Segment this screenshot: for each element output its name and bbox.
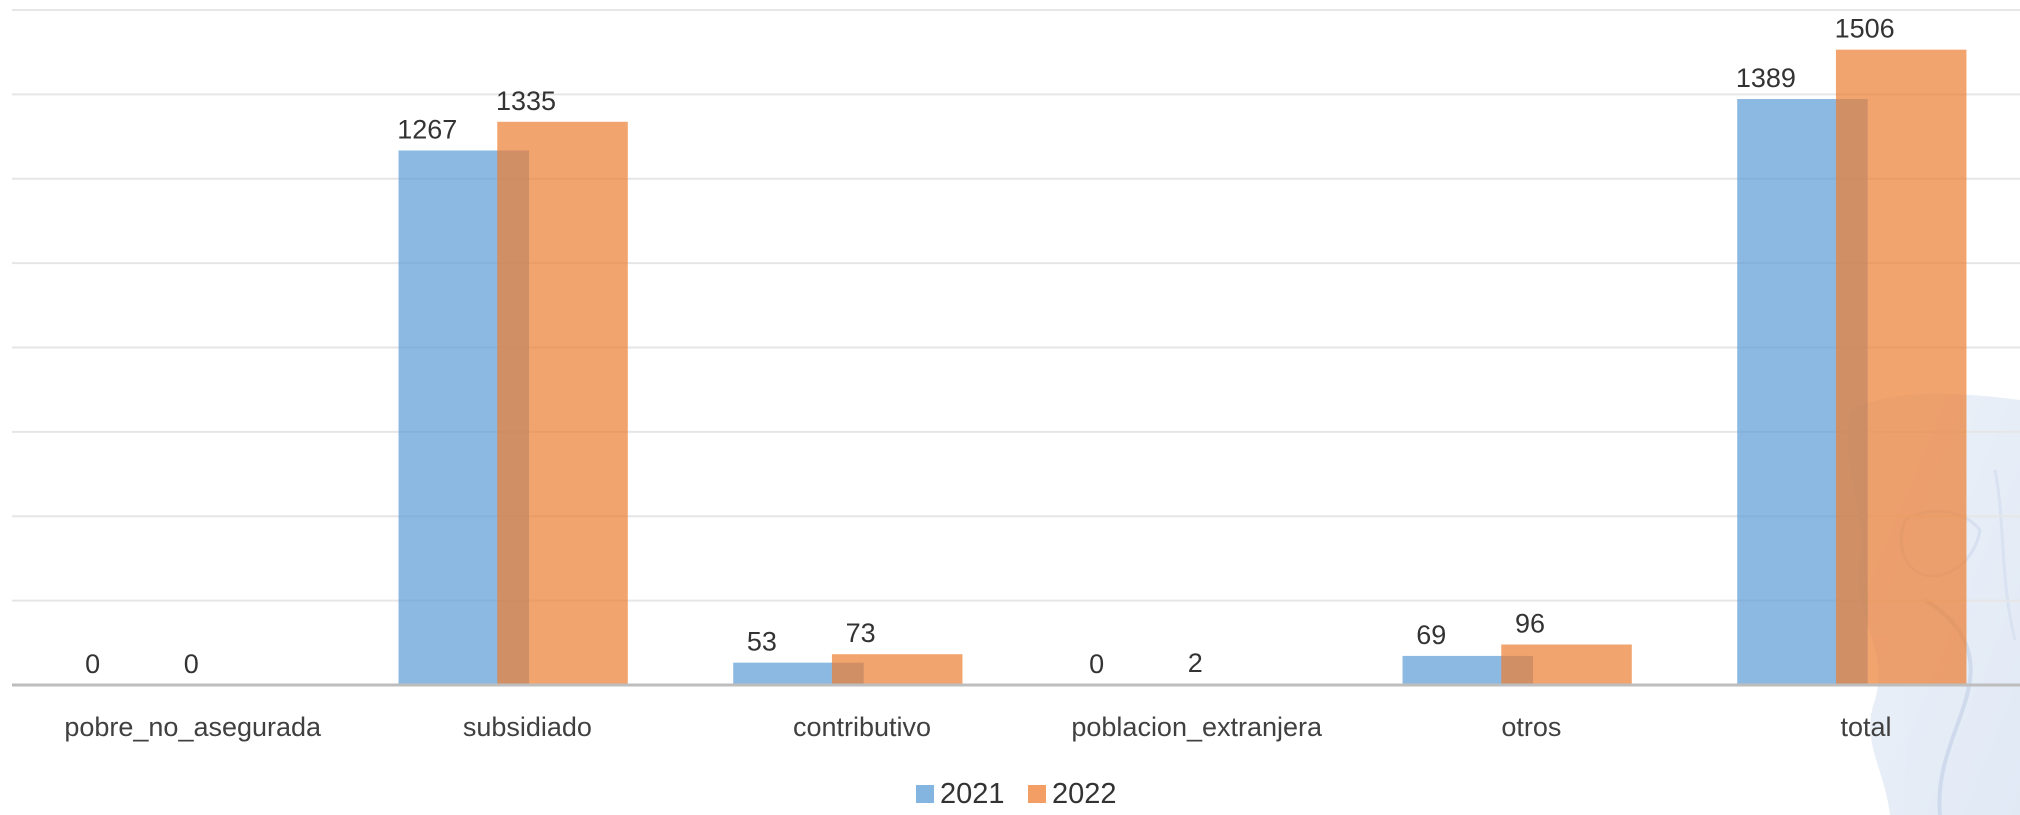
- x-tick-label: subsidiado: [463, 712, 592, 742]
- bar-2022-contributivo: [831, 654, 963, 685]
- x-axis-tick-labels: pobre_no_asegurada subsidiado contributivo…: [64, 712, 1891, 742]
- data-label-2022-otros: 96: [1515, 609, 1545, 639]
- data-label-2022-contributivo: 73: [846, 618, 876, 648]
- legend-label-2022: 2022: [1052, 778, 1117, 810]
- x-tick-label: otros: [1501, 712, 1561, 742]
- legend-swatch-2021: [916, 785, 934, 803]
- data-label-2022-total: 1506: [1835, 14, 1895, 44]
- bars-group: [398, 49, 1967, 685]
- legend-label-2021: 2021: [940, 778, 1005, 810]
- data-label-2021-contributivo: 53: [747, 627, 777, 657]
- legend: 2021 2022: [916, 778, 1117, 810]
- x-tick-label: poblacion_extranjera: [1071, 712, 1323, 742]
- data-label-2022-subsidiado: 1335: [496, 86, 556, 116]
- data-label-2021-pobre_no_asegurada: 0: [85, 649, 100, 679]
- data-labels-group: 0 0 1267 1335 53 73 0 2 69 96 1389 1506: [85, 14, 1895, 679]
- bar-2021-contributivo: [733, 662, 864, 685]
- data-label-2021-poblacion_extranjera: 0: [1089, 649, 1104, 679]
- legend-swatch-2022: [1028, 785, 1046, 803]
- gridlines: [12, 9, 2020, 602]
- data-label-2021-total: 1389: [1736, 63, 1796, 93]
- data-label-2021-otros: 69: [1416, 620, 1446, 650]
- data-label-2022-poblacion_extranjera: 2: [1188, 648, 1203, 678]
- x-tick-label: contributivo: [793, 712, 931, 742]
- data-label-2022-pobre_no_asegurada: 0: [184, 649, 199, 679]
- bar-2022-total: [1835, 49, 1967, 685]
- x-tick-label: total: [1841, 712, 1892, 742]
- data-label-2021-subsidiado: 1267: [397, 114, 457, 144]
- x-tick-label: pobre_no_asegurada: [64, 712, 322, 742]
- bar-2022-subsidiado: [497, 121, 628, 685]
- bar-2022-otros: [1501, 644, 1632, 685]
